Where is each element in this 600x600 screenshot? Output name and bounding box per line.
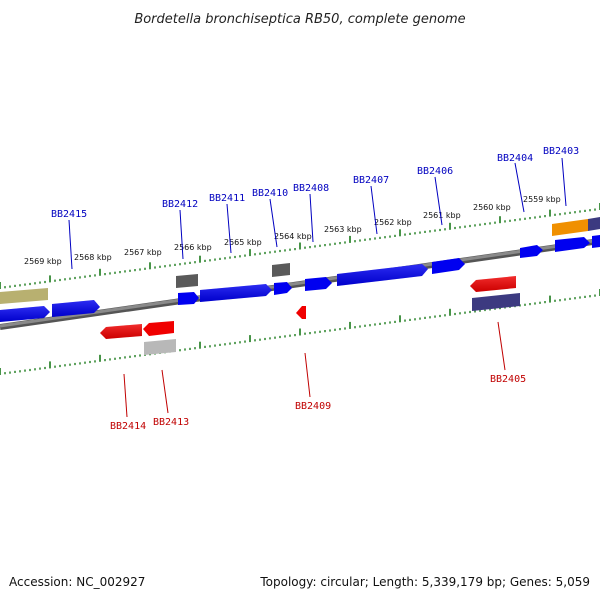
gene-label[interactable]: BB2404 (497, 153, 533, 164)
map-title: Bordetella bronchiseptica RB50, complete… (134, 12, 465, 27)
gene-box[interactable] (552, 219, 588, 236)
gene-arrow[interactable] (0, 288, 48, 304)
gene-arrow[interactable] (274, 282, 292, 295)
forward-gene-leaders (68, 157, 567, 270)
gene-box[interactable] (588, 217, 600, 231)
gene-label[interactable]: BB2414 (110, 421, 146, 432)
outer-scale-ruler (0, 203, 600, 289)
scale-label: 2561 kbp (423, 211, 461, 220)
gene-arrow[interactable] (592, 235, 600, 248)
gene-label[interactable]: BB2407 (353, 175, 389, 186)
gene-arrow[interactable] (305, 277, 332, 291)
scale-labels: 2559 kbp 2560 kbp 2561 kbp 2562 kbp 2563… (24, 195, 561, 266)
gene-label[interactable]: BB2409 (295, 401, 331, 412)
gene-arrow[interactable] (555, 237, 590, 252)
gene-label[interactable]: BB2415 (51, 209, 87, 220)
gene-label[interactable]: BB2411 (209, 193, 245, 204)
genome-summary-text: Topology: circular; Length: 5,339,179 bp… (259, 575, 590, 589)
gene-arrow[interactable] (178, 292, 199, 305)
gene-label[interactable]: BB2410 (252, 188, 288, 199)
accession-text: Accession: NC_002927 (9, 575, 145, 589)
scale-label: 2559 kbp (523, 195, 561, 204)
scale-label: 2563 kbp (324, 225, 362, 234)
gene-box[interactable] (272, 263, 290, 277)
gene-box[interactable] (144, 339, 176, 355)
gene-label[interactable]: BB2413 (153, 417, 189, 428)
genome-backbone (0, 238, 600, 330)
forward-gene-labels: BB2403 BB2404 BB2406 BB2407 BB2408 BB241… (51, 146, 579, 220)
scale-label: 2564 kbp (274, 232, 312, 241)
scale-label: 2566 kbp (174, 243, 212, 252)
reverse-gene-leaders (123, 321, 506, 418)
gene-box[interactable] (176, 274, 198, 288)
gene-label[interactable]: BB2406 (417, 166, 453, 177)
gene-features (0, 217, 600, 355)
gene-label[interactable]: BB2405 (490, 374, 526, 385)
gene-label[interactable]: BB2408 (293, 183, 329, 194)
reverse-gene-labels: BB2405 BB2409 BB2413 BB2414 (110, 374, 526, 432)
scale-label: 2562 kbp (374, 218, 412, 227)
scale-label: 2568 kbp (74, 253, 112, 262)
scale-label: 2560 kbp (473, 203, 511, 212)
gene-arrow[interactable] (432, 258, 465, 274)
gene-label[interactable]: BB2403 (543, 146, 579, 157)
gene-label[interactable]: BB2412 (162, 199, 198, 210)
gene-arrow[interactable] (520, 245, 543, 258)
gene-box[interactable] (472, 293, 520, 311)
scale-label: 2569 kbp (24, 257, 62, 266)
scale-label: 2567 kbp (124, 248, 162, 257)
scale-label: 2565 kbp (224, 238, 262, 247)
gene-arrow[interactable] (296, 306, 306, 319)
gene-arrow[interactable] (143, 321, 174, 336)
